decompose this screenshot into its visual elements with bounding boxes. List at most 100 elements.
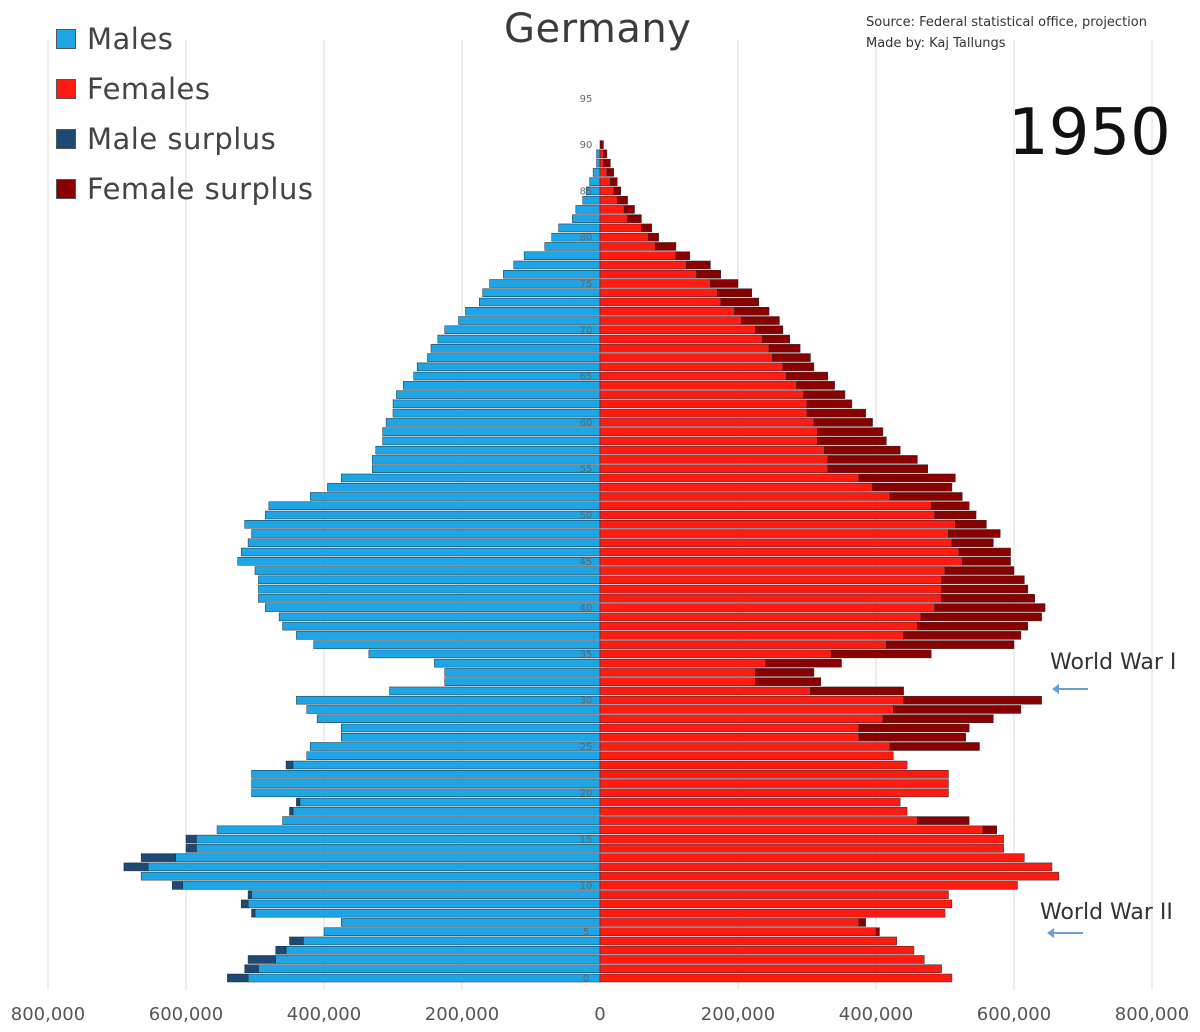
- female-bar: [599, 214, 628, 223]
- x-tick-label: 600,000: [148, 1004, 224, 1025]
- female-bar: [599, 640, 887, 649]
- male-surplus-bar: [285, 760, 294, 770]
- male-bar: [389, 686, 601, 696]
- male-bar: [592, 168, 601, 177]
- female-surplus-bar: [830, 649, 932, 659]
- female-bar: [599, 566, 946, 575]
- male-bar: [437, 334, 601, 344]
- age-tick-label: 45: [580, 557, 593, 568]
- male-surplus-bar: [247, 955, 276, 964]
- female-bar: [599, 436, 818, 446]
- female-bar: [599, 455, 828, 464]
- female-bar: [599, 538, 953, 548]
- male-bar: [175, 853, 601, 862]
- female-bar: [599, 705, 894, 714]
- female-bar: [599, 242, 656, 251]
- age-tick-label: 65: [580, 372, 593, 383]
- age-tick-label: 60: [580, 418, 593, 429]
- female-bar: [599, 732, 859, 742]
- female-bar: [599, 473, 859, 483]
- female-surplus-bar: [810, 686, 904, 696]
- age-tick-label: 5: [583, 927, 589, 938]
- female-bar: [599, 529, 949, 538]
- x-tick-label: 600,000: [976, 1004, 1052, 1025]
- female-surplus-bar: [720, 297, 759, 307]
- male-bar: [299, 797, 601, 807]
- female-bar: [599, 807, 908, 816]
- female-surplus-bar: [982, 825, 998, 835]
- female-surplus-bar: [803, 390, 846, 399]
- annotation-world-war-1: World War I: [1050, 650, 1177, 675]
- female-bar: [599, 381, 797, 390]
- male-bar: [513, 260, 601, 270]
- female-surplus-bar: [858, 732, 966, 742]
- male-bar: [368, 649, 601, 659]
- age-tick-label: 35: [580, 649, 593, 660]
- male-bar: [444, 325, 601, 335]
- female-bar: [599, 853, 1025, 862]
- female-surplus-bar: [623, 205, 635, 214]
- female-bar: [599, 973, 953, 983]
- male-bar: [479, 297, 601, 307]
- female-bar: [599, 501, 932, 510]
- female-surplus-bar: [858, 918, 866, 927]
- male-bar: [444, 677, 601, 686]
- male-bar: [247, 538, 601, 548]
- female-surplus-bar: [686, 260, 711, 270]
- female-bar: [599, 760, 908, 770]
- female-surplus-bar: [944, 566, 1015, 575]
- female-bar: [599, 557, 963, 566]
- female-bar: [599, 427, 818, 436]
- male-bar: [251, 890, 601, 899]
- female-bar: [599, 168, 608, 177]
- source-credit: Source: Federal statistical office, proj…: [866, 12, 1147, 54]
- age-tick-label: 80: [580, 233, 593, 244]
- male-surplus-bar: [289, 936, 304, 946]
- male-surplus-bar: [185, 844, 197, 853]
- female-bar: [599, 834, 1004, 844]
- female-bar: [599, 695, 904, 705]
- male-bar: [551, 232, 601, 242]
- female-bar: [599, 797, 901, 807]
- female-surplus-bar: [610, 177, 618, 186]
- female-surplus-bar: [934, 603, 1046, 612]
- legend-item-females: Females: [56, 64, 313, 114]
- male-bar: [313, 640, 601, 649]
- male-surplus-bar: [247, 890, 252, 899]
- age-tick-label: 15: [580, 835, 593, 846]
- female-surplus-bar: [796, 381, 835, 390]
- male-bar: [278, 612, 601, 622]
- female-bar: [599, 714, 884, 723]
- female-bar: [599, 955, 925, 964]
- female-surplus-bar: [765, 658, 842, 668]
- male-bar: [323, 927, 601, 936]
- male-bar: [589, 177, 601, 186]
- male-bar: [265, 510, 601, 520]
- female-bar: [599, 603, 935, 612]
- female-surplus-bar: [903, 695, 1042, 705]
- male-bar: [275, 955, 601, 964]
- female-bar: [599, 297, 721, 307]
- female-bar: [599, 371, 787, 381]
- male-bar: [430, 344, 601, 353]
- female-bar: [599, 464, 828, 473]
- male-bar: [247, 973, 601, 983]
- female-surplus-bar: [768, 344, 801, 353]
- male-bar: [372, 464, 601, 473]
- female-surplus-bar: [824, 445, 901, 455]
- male-bar: [251, 779, 601, 788]
- female-bar: [599, 195, 618, 205]
- male-bar: [558, 223, 601, 233]
- age-tick-label: 55: [580, 464, 593, 475]
- legend-swatch-females: [56, 79, 76, 99]
- female-surplus-bar: [958, 547, 1011, 557]
- female-bar: [599, 918, 859, 927]
- legend-swatch-female-surplus: [56, 179, 76, 199]
- male-bar: [251, 529, 601, 538]
- male-bar: [258, 594, 601, 603]
- male-surplus-bar: [240, 899, 249, 909]
- annotation-world-war-2: World War II: [1040, 900, 1173, 925]
- male-bar: [458, 316, 601, 325]
- male-bar: [258, 575, 601, 585]
